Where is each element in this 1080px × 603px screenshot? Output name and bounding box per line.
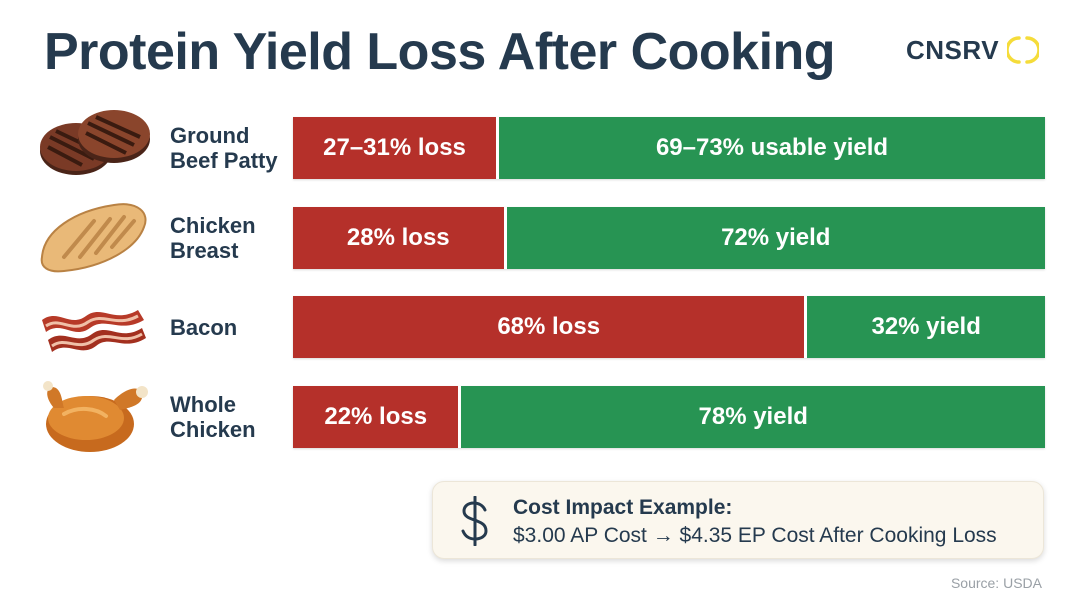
stacked-bar: 27–31% loss 69–73% usable yield (293, 117, 1045, 179)
stacked-bar: 22% loss 78% yield (293, 385, 1045, 448)
callout-text: $3.00 AP Cost → $4.35 EP Cost After Cook… (513, 524, 997, 547)
callout-title: Cost Impact Example: (513, 496, 733, 519)
yield-segment: 78% yield (458, 385, 1045, 448)
yield-segment: 72% yield (503, 206, 1045, 269)
brand-name: CNSRV (906, 34, 1000, 65)
chart-title: Protein Yield Loss After Cooking (44, 23, 836, 81)
loss-segment: 22% loss (293, 385, 459, 448)
category-label: Chicken Breast (170, 212, 256, 263)
bacon-icon (42, 310, 146, 353)
stacked-bar: 68% loss 32% yield (293, 296, 1045, 359)
yield-segment: 32% yield (804, 296, 1045, 359)
loss-segment: 68% loss (293, 296, 805, 359)
category-label: Ground Beef Patty (170, 123, 278, 173)
brand-logo: CNSRV (906, 34, 1040, 66)
loss-segment: 27–31% loss (293, 117, 497, 179)
chicken-breast-icon (40, 202, 147, 272)
open-circle-logo-icon (1007, 36, 1040, 64)
loss-segment: 28% loss (293, 206, 504, 269)
source-note: Source: USDA (950, 575, 1042, 591)
beef-patty-icon (40, 110, 150, 175)
category-label: Bacon (170, 314, 238, 340)
chart-row: Bacon 68% loss 32% yield (0, 296, 1080, 359)
chart-row: Whole Chicken 22% loss 78% yield (0, 380, 1080, 452)
chart-row: Ground Beef Patty 27–31% loss 69–73% usabl… (0, 110, 1080, 179)
stacked-bar: 28% loss 72% yield (293, 206, 1045, 269)
category-label: Whole Chicken (170, 391, 256, 442)
yield-segment: 69–73% usable yield (496, 117, 1045, 179)
roast-chicken-icon (43, 380, 148, 452)
cost-impact-callout: Cost Impact Example: $3.00 AP Cost → $4.… (432, 481, 1044, 559)
chart-row: Chicken Breast 28% loss 72% yield (0, 202, 1080, 272)
dollar-icon (461, 496, 488, 546)
